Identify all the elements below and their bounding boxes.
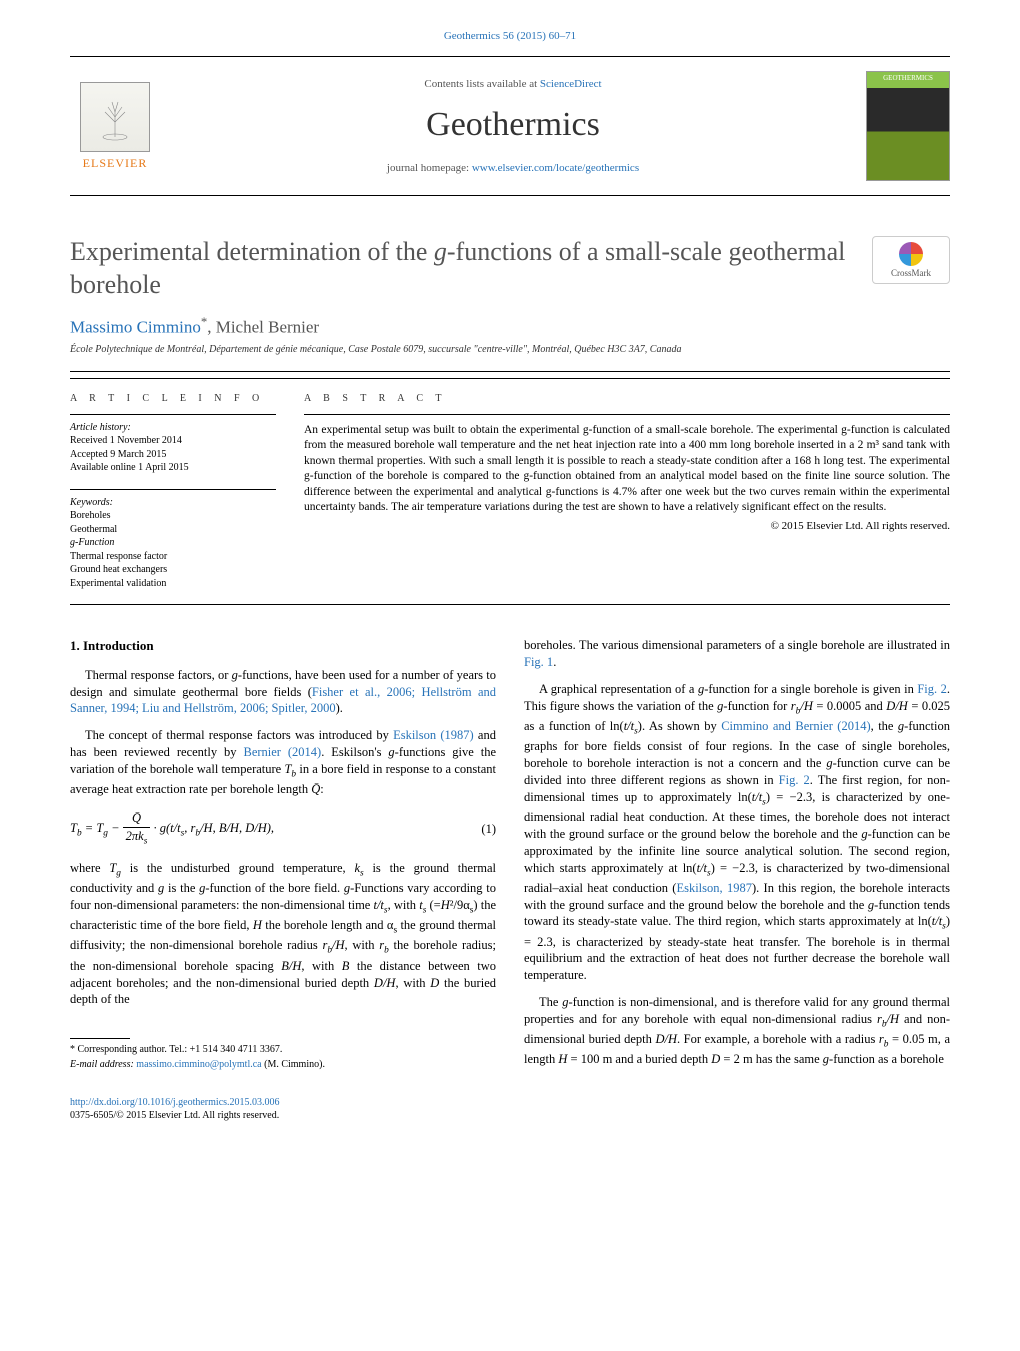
elsevier-tree-icon [80, 82, 150, 152]
body-paragraph: A graphical representation of a g-functi… [524, 681, 950, 984]
homepage-link[interactable]: www.elsevier.com/locate/geothermics [472, 162, 639, 174]
keyword: g-Function [70, 537, 114, 548]
body-paragraph: boreholes. The various dimensional param… [524, 637, 950, 671]
header-rule-bottom [70, 195, 950, 196]
contents-prefix: Contents lists available at [424, 78, 539, 90]
article-info-rule [70, 414, 276, 415]
footnote-rule [70, 1038, 130, 1039]
abstract-text: An experimental setup was built to obtai… [304, 423, 950, 516]
footnotes: * Corresponding author. Tel.: +1 514 340… [70, 1043, 496, 1071]
keyword: Ground heat exchangers [70, 564, 167, 575]
journal-reference: Geothermics 56 (2015) 60–71 [70, 30, 950, 42]
header-center: Contents lists available at ScienceDirec… [160, 78, 866, 174]
body-columns: 1. Introduction Thermal response factors… [70, 637, 950, 1078]
body-paragraph: The g-function is non-dimensional, and i… [524, 994, 950, 1068]
abstract-label: A B S T R A C T [304, 393, 950, 404]
crossmark-badge[interactable]: CrossMark [872, 236, 950, 284]
publisher-name: ELSEVIER [83, 156, 148, 171]
email-line: E-mail address: massimo.cimmino@polymtl.… [70, 1058, 496, 1071]
section-heading: 1. Introduction [70, 637, 496, 655]
footer-block: http://dx.doi.org/10.1016/j.geothermics.… [70, 1096, 950, 1122]
equation-1: Tb = Tg − Q̄2πks · g(t/ts, rb/H, B/H, D/… [70, 810, 496, 848]
homepage-line: journal homepage: www.elsevier.com/locat… [160, 162, 866, 174]
article-title: Experimental determination of the g-func… [70, 236, 852, 301]
article-info-label: A R T I C L E I N F O [70, 393, 276, 404]
sciencedirect-link[interactable]: ScienceDirect [540, 78, 602, 90]
journal-cover-thumbnail[interactable] [866, 71, 950, 181]
body-paragraph: where Tg is the undisturbed ground tempe… [70, 860, 496, 1008]
corresponding-author: * Corresponding author. Tel.: +1 514 340… [70, 1043, 496, 1056]
email-label: E-mail address: [70, 1059, 136, 1070]
abstract-copyright: © 2015 Elsevier Ltd. All rights reserved… [304, 520, 950, 532]
header-rule-top [70, 56, 950, 57]
issn-copyright: 0375-6505/© 2015 Elsevier Ltd. All right… [70, 1110, 279, 1121]
body-paragraph: Thermal response factors, or g-functions… [70, 667, 496, 718]
homepage-prefix: journal homepage: [387, 162, 472, 174]
crossmark-label: CrossMark [891, 268, 931, 278]
publisher-logo[interactable]: ELSEVIER [70, 76, 160, 176]
history-label: Article history: [70, 422, 131, 433]
accepted-date: Accepted 9 March 2015 [70, 449, 166, 460]
journal-ref-link[interactable]: Geothermics 56 (2015) 60–71 [444, 30, 576, 42]
keyword: Boreholes [70, 510, 111, 521]
crossmark-icon [899, 242, 923, 266]
affiliation: École Polytechnique de Montréal, Départe… [70, 344, 950, 355]
contents-available-line: Contents lists available at ScienceDirec… [160, 78, 866, 90]
body-paragraph: The concept of thermal response factors … [70, 727, 496, 798]
keywords-label: Keywords: [70, 497, 113, 508]
keyword: Thermal response factor [70, 551, 167, 562]
title-row: Experimental determination of the g-func… [70, 236, 950, 301]
abstract-rule [304, 414, 950, 415]
article-history: Article history: Received 1 November 201… [70, 421, 276, 475]
authors: Massimo Cimmino*, Michel Bernier [70, 315, 950, 338]
keywords-block: Keywords: Boreholes Geothermal g-Functio… [70, 496, 276, 591]
keywords-rule [70, 489, 276, 490]
affiliation-rule [70, 371, 950, 372]
meta-row: A R T I C L E I N F O Article history: R… [70, 378, 950, 606]
online-date: Available online 1 April 2015 [70, 462, 189, 473]
keyword: Geothermal [70, 524, 117, 535]
article-info-block: A R T I C L E I N F O Article history: R… [70, 379, 290, 605]
journal-header: ELSEVIER Contents lists available at Sci… [70, 61, 950, 191]
abstract-block: A B S T R A C T An experimental setup wa… [290, 379, 950, 605]
journal-name: Geothermics [160, 106, 866, 144]
keyword: Experimental validation [70, 578, 166, 589]
received-date: Received 1 November 2014 [70, 435, 182, 446]
author-email-link[interactable]: massimo.cimmino@polymtl.ca [136, 1059, 261, 1070]
doi-link[interactable]: http://dx.doi.org/10.1016/j.geothermics.… [70, 1097, 280, 1108]
email-suffix: (M. Cimmino). [262, 1059, 325, 1070]
